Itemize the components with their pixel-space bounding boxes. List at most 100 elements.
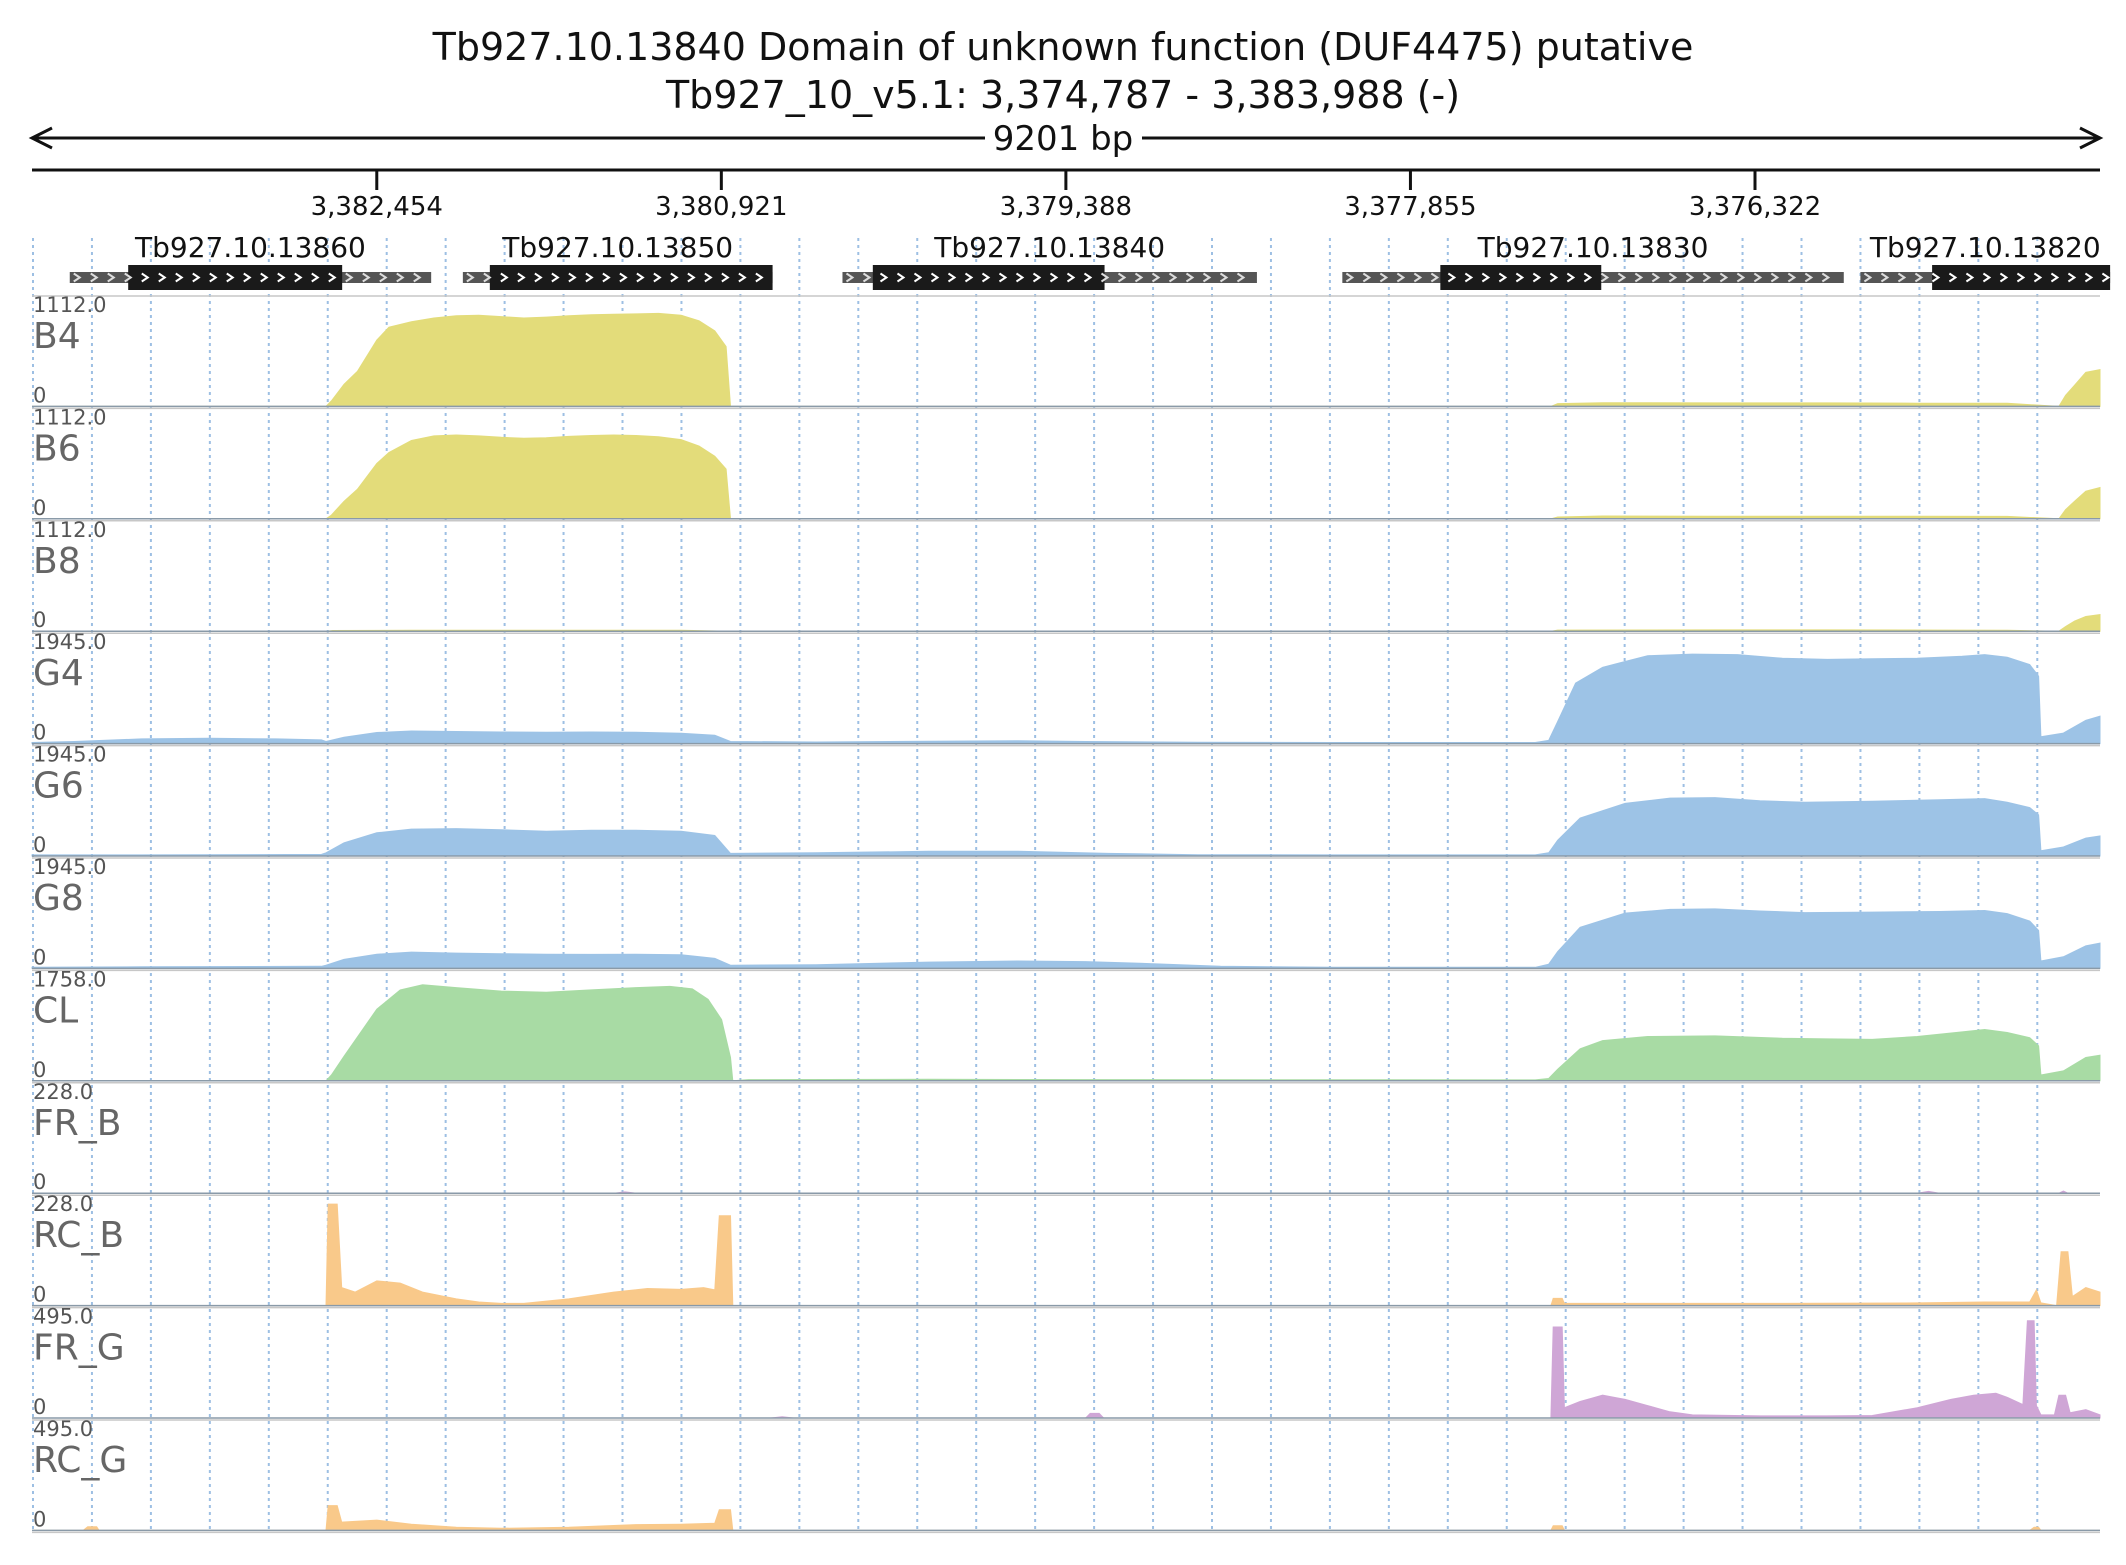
strand-chevron xyxy=(2050,272,2060,283)
strand-chevron xyxy=(1345,272,1355,283)
strand-chevron xyxy=(107,272,116,283)
track-b6: 1112.0B6 0 xyxy=(32,405,2101,520)
strand-chevron xyxy=(1202,272,1212,283)
strand-chevron xyxy=(687,272,696,283)
track-min-label: 0 xyxy=(33,1283,46,1307)
gene-cds-bar xyxy=(489,265,773,290)
strand-chevron xyxy=(1719,272,1729,283)
strand-chevron xyxy=(2016,272,2026,283)
strand-chevron xyxy=(1100,272,1110,283)
strand-chevron xyxy=(636,272,645,283)
strand-chevron xyxy=(1413,272,1423,283)
track-min-label: 0 xyxy=(33,721,46,745)
coverage-area xyxy=(32,984,2101,1082)
axis-tick-label: 3,380,921 xyxy=(655,192,787,222)
track-max-label: 495.0 xyxy=(33,1305,93,1329)
strand-chevron xyxy=(2101,272,2111,283)
axis-tick-label: 3,379,388 xyxy=(1000,192,1132,222)
track-min-label: 0 xyxy=(33,1507,46,1531)
strand-chevron xyxy=(1447,272,1457,283)
strand-chevron xyxy=(1999,272,2009,283)
axis-tick-label: 3,376,322 xyxy=(1689,192,1821,222)
strand-chevron xyxy=(670,272,679,283)
strand-chevron xyxy=(311,272,320,283)
strand-chevron xyxy=(1083,272,1093,283)
track-rc-b: 228.0RC_B 0 xyxy=(32,1192,2101,1307)
strand-chevron xyxy=(483,272,492,283)
strand-chevron xyxy=(1430,272,1440,283)
track-max-label: 1945.0 xyxy=(33,743,106,767)
strand-chevron xyxy=(90,272,99,283)
strand-chevron xyxy=(500,272,509,283)
strand-chevron xyxy=(1049,272,1059,283)
strand-chevron xyxy=(1549,272,1559,283)
strand-chevron xyxy=(1515,272,1525,283)
track-min-label: 0 xyxy=(33,496,46,520)
coverage-area xyxy=(32,1203,2101,1307)
strand-chevron xyxy=(396,272,405,283)
strand-chevron xyxy=(1914,272,1924,283)
strand-chevron xyxy=(1880,272,1890,283)
strand-chevron xyxy=(1464,272,1474,283)
strand-chevron xyxy=(2033,272,2043,283)
strand-chevron xyxy=(585,272,594,283)
strand-chevron xyxy=(879,272,889,283)
strand-chevron xyxy=(73,272,82,283)
strand-chevron xyxy=(517,272,526,283)
strand-chevron xyxy=(1982,272,1992,283)
strand-chevron xyxy=(964,272,974,283)
gene-track: Tb927.10.13860 Tb927.10.13850 Tb927.10.138… xyxy=(69,231,2111,290)
span-arrowhead-right xyxy=(2079,126,2104,150)
track-g4: 1945.0G4 0 xyxy=(31,630,2101,745)
track-b4: 1112.0B4 0 xyxy=(32,293,2101,407)
strand-chevron xyxy=(1668,272,1678,283)
gene-label: Tb927.10.13820 xyxy=(1869,231,2101,264)
strand-chevron xyxy=(998,272,1008,283)
track-name: B4 xyxy=(33,316,81,357)
track-max-label: 228.0 xyxy=(33,1080,93,1104)
strand-chevron xyxy=(1736,272,1746,283)
strand-chevron xyxy=(260,272,269,283)
strand-chevron xyxy=(209,272,218,283)
strand-chevron xyxy=(1481,272,1491,283)
track-name: FR_B xyxy=(33,1103,121,1144)
strand-chevron xyxy=(551,272,560,283)
track-name: RC_G xyxy=(33,1440,127,1481)
strand-chevron xyxy=(1168,272,1178,283)
gene-cds-bar xyxy=(1932,265,2111,290)
track-max-label: 1945.0 xyxy=(33,855,106,879)
strand-chevron xyxy=(1948,272,1958,283)
strand-chevron xyxy=(1362,272,1372,283)
strand-chevron xyxy=(1583,272,1593,283)
coverage-area xyxy=(31,908,2101,969)
span-arrowhead-left xyxy=(28,126,53,150)
strand-chevron xyxy=(1897,272,1907,283)
strand-chevron xyxy=(1600,272,1610,283)
track-fr-b: 228.0FR_B 0 xyxy=(32,1080,2100,1194)
track-min-label: 0 xyxy=(33,383,46,407)
strand-chevron xyxy=(896,272,906,283)
gene-label: Tb927.10.13860 xyxy=(134,231,366,264)
strand-chevron xyxy=(1015,272,1025,283)
strand-chevron xyxy=(1566,272,1576,283)
strand-chevron xyxy=(1396,272,1406,283)
track-max-label: 1758.0 xyxy=(33,967,106,991)
track-b8: 1112.0B8 0 xyxy=(32,518,2101,632)
gene-label: Tb927.10.13830 xyxy=(1477,231,1709,264)
strand-chevron xyxy=(124,272,133,283)
track-max-label: 228.0 xyxy=(33,1192,93,1216)
strand-chevron xyxy=(192,272,201,283)
strand-chevron xyxy=(947,272,957,283)
strand-chevron xyxy=(1032,272,1042,283)
strand-chevron xyxy=(1685,272,1695,283)
strand-chevron xyxy=(1753,272,1763,283)
strand-chevron xyxy=(568,272,577,283)
strand-chevron xyxy=(1821,272,1831,283)
gene-label: Tb927.10.13840 xyxy=(933,231,1165,264)
track-rc-g: 495.0RC_G 0 xyxy=(32,1417,2100,1531)
strand-chevron xyxy=(704,272,713,283)
track-min-label: 0 xyxy=(33,833,46,857)
strand-chevron xyxy=(930,272,940,283)
